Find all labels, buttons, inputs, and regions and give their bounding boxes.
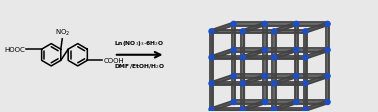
Circle shape [294, 48, 299, 53]
Circle shape [303, 81, 308, 86]
Circle shape [325, 22, 330, 27]
Circle shape [231, 48, 236, 53]
Circle shape [272, 30, 277, 34]
Circle shape [303, 107, 308, 112]
Circle shape [303, 55, 308, 60]
Text: COOH: COOH [104, 58, 124, 64]
Circle shape [231, 100, 236, 105]
Circle shape [231, 74, 236, 79]
Circle shape [240, 81, 245, 86]
Circle shape [294, 74, 299, 79]
Text: HOOC: HOOC [4, 47, 25, 53]
Circle shape [262, 48, 267, 53]
Circle shape [325, 48, 330, 53]
Circle shape [325, 100, 330, 105]
Circle shape [294, 100, 299, 105]
Circle shape [209, 107, 214, 112]
Circle shape [240, 30, 245, 34]
Circle shape [262, 74, 267, 79]
Circle shape [209, 30, 214, 34]
Circle shape [272, 81, 277, 86]
Circle shape [240, 55, 245, 60]
Circle shape [272, 107, 277, 112]
Circle shape [209, 81, 214, 86]
Circle shape [240, 107, 245, 112]
Text: Ln(NO$_3$)$_3$·6H$_2$O: Ln(NO$_3$)$_3$·6H$_2$O [115, 39, 165, 48]
Circle shape [262, 22, 267, 27]
Circle shape [303, 30, 308, 34]
Circle shape [262, 100, 267, 105]
Circle shape [209, 55, 214, 60]
Circle shape [272, 55, 277, 60]
Circle shape [231, 22, 236, 27]
Text: NO$_2$: NO$_2$ [54, 28, 70, 38]
Circle shape [294, 22, 299, 27]
Text: DMF/EtOH/H$_2$O: DMF/EtOH/H$_2$O [114, 62, 165, 71]
Circle shape [325, 74, 330, 79]
